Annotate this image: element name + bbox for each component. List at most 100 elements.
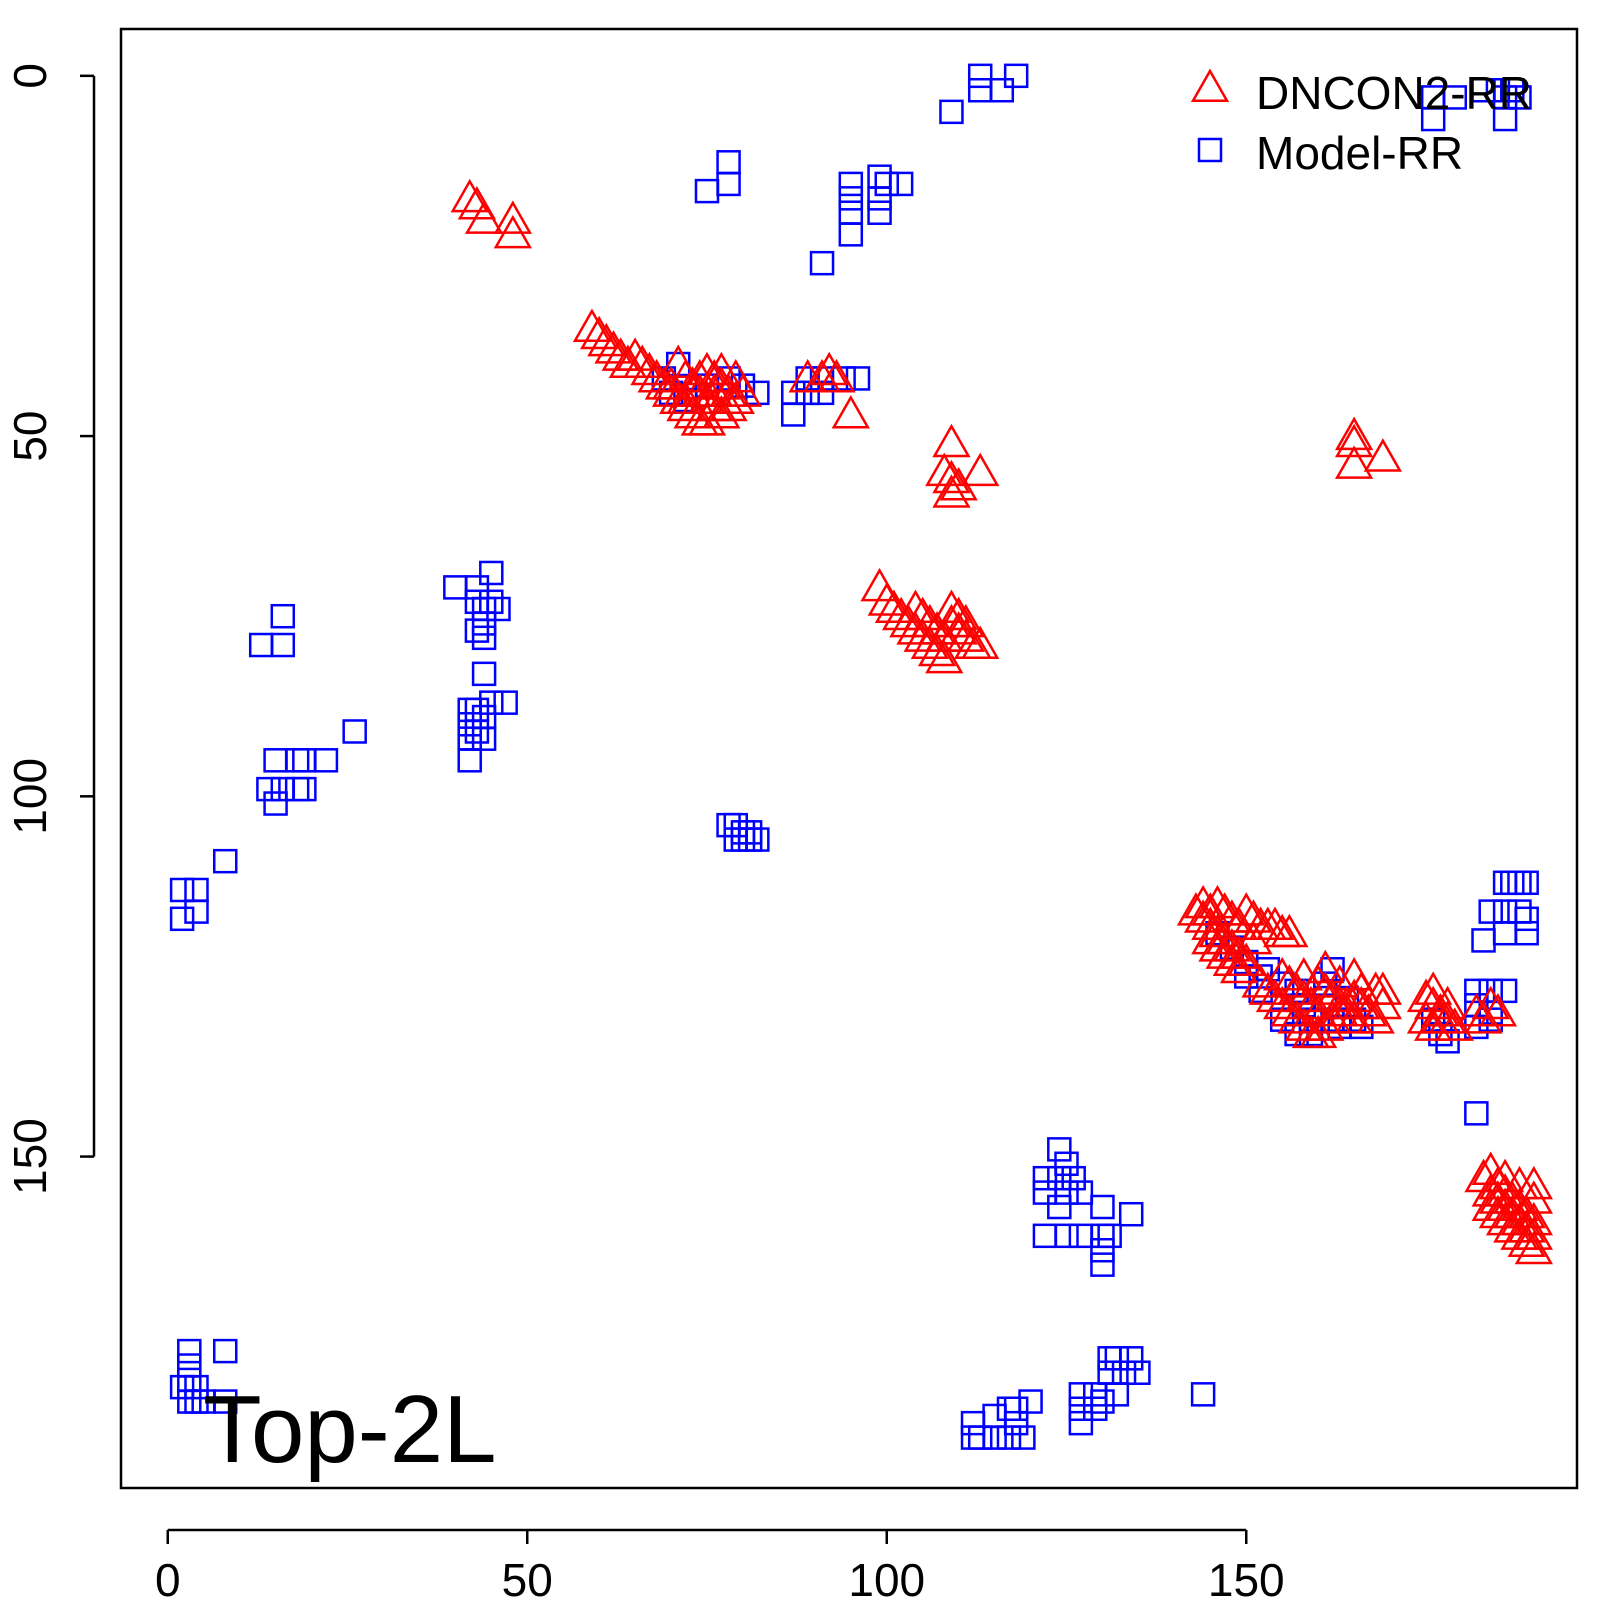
point-dncon2-rr xyxy=(939,596,978,631)
point-dncon2-rr xyxy=(1514,1165,1554,1200)
point-dncon2-rr xyxy=(810,351,849,386)
point-model-rr xyxy=(982,1403,1007,1429)
point-dncon2-rr xyxy=(1478,992,1518,1027)
point-model-rr xyxy=(1047,1194,1072,1220)
point-model-rr xyxy=(1248,978,1273,1004)
x-tick-label: 100 xyxy=(848,1554,925,1600)
y-tick-label: 150 xyxy=(4,1118,56,1195)
point-model-rr xyxy=(723,812,749,838)
point-dncon2-rr xyxy=(903,596,942,631)
point-dncon2-rr xyxy=(1406,978,1446,1013)
point-model-rr xyxy=(1061,1165,1086,1191)
point-model-rr xyxy=(1118,1201,1144,1227)
point-model-rr xyxy=(471,596,497,622)
point-dncon2-rr xyxy=(881,596,921,631)
point-model-rr xyxy=(730,820,756,845)
point-model-rr xyxy=(694,178,720,204)
point-model-rr xyxy=(177,1367,202,1393)
point-dncon2-rr xyxy=(874,589,914,623)
point-dncon2-rr xyxy=(1514,1201,1554,1236)
point-model-rr xyxy=(1435,1029,1460,1054)
point-model-rr xyxy=(737,827,763,852)
point-model-rr xyxy=(1068,1410,1094,1436)
point-dncon2-rr xyxy=(464,200,504,234)
point-dncon2-rr xyxy=(1191,920,1230,955)
point-dncon2-rr xyxy=(1428,985,1467,1020)
point-model-rr xyxy=(723,827,749,852)
point-model-rr xyxy=(1126,1360,1151,1385)
point-model-rr xyxy=(737,820,763,845)
point-dncon2-rr xyxy=(1471,985,1510,1020)
point-dncon2-rr xyxy=(1255,906,1295,941)
x-tick-label: 150 xyxy=(1208,1554,1285,1600)
point-model-rr xyxy=(745,380,770,406)
point-model-rr xyxy=(263,748,288,773)
point-model-rr xyxy=(1118,1346,1144,1371)
point-model-rr xyxy=(1507,899,1532,924)
point-dncon2-rr xyxy=(896,589,935,623)
point-model-rr xyxy=(1190,1382,1216,1407)
point-dncon2-rr xyxy=(946,603,985,638)
point-dncon2-rr xyxy=(1414,971,1453,1005)
point-dncon2-rr xyxy=(1457,992,1496,1027)
x-tick-label: 0 xyxy=(155,1554,181,1600)
point-model-rr xyxy=(177,1338,202,1364)
point-model-rr xyxy=(1514,906,1539,932)
point-model-rr xyxy=(1032,1223,1058,1249)
point-dncon2-rr xyxy=(572,308,612,343)
point-model-rr xyxy=(1018,1389,1043,1414)
point-model-rr xyxy=(939,99,964,125)
point-dncon2-rr xyxy=(925,639,964,674)
point-dncon2-rr xyxy=(1334,445,1374,479)
point-dncon2-rr xyxy=(932,423,971,458)
point-dncon2-rr xyxy=(831,394,870,429)
point-model-rr xyxy=(471,611,497,636)
point-model-rr xyxy=(1003,1396,1029,1421)
point-dncon2-rr xyxy=(1334,1000,1374,1034)
point-model-rr xyxy=(781,402,806,427)
point-model-rr xyxy=(1090,1237,1115,1263)
point-model-rr xyxy=(471,726,497,751)
point-model-rr xyxy=(1111,1360,1137,1385)
point-model-rr xyxy=(213,848,238,874)
point-dncon2-rr xyxy=(1363,438,1403,472)
point-model-rr xyxy=(1090,1389,1115,1414)
point-dncon2-rr xyxy=(493,214,533,249)
point-model-rr xyxy=(457,712,482,737)
point-model-rr xyxy=(1032,1180,1058,1205)
y-tick-label: 100 xyxy=(4,758,56,835)
point-model-rr xyxy=(270,776,296,802)
point-model-rr xyxy=(967,1425,993,1450)
point-dncon2-rr xyxy=(1219,949,1259,984)
point-model-rr xyxy=(838,186,864,211)
point-model-rr xyxy=(464,575,490,600)
point-dncon2-rr xyxy=(1349,992,1388,1027)
point-model-rr xyxy=(479,560,504,586)
point-model-rr xyxy=(1514,870,1539,896)
point-model-rr xyxy=(730,827,756,852)
point-dncon2-rr xyxy=(594,330,633,364)
point-model-rr xyxy=(169,877,195,903)
point-dncon2-rr xyxy=(1198,884,1237,919)
chart-annotation-top-2l: Top-2L xyxy=(203,1376,497,1483)
point-dncon2-rr xyxy=(932,459,971,494)
point-dncon2-rr xyxy=(867,582,906,616)
point-model-rr xyxy=(1492,899,1518,924)
point-dncon2-rr xyxy=(493,200,533,234)
point-model-rr xyxy=(1097,1223,1122,1249)
point-model-rr xyxy=(1054,1223,1079,1249)
point-model-rr xyxy=(184,877,209,903)
point-dncon2-rr xyxy=(1227,892,1266,926)
point-model-rr xyxy=(1507,85,1532,110)
point-model-rr xyxy=(1090,1194,1115,1220)
point-model-rr xyxy=(256,776,281,802)
point-dncon2-rr xyxy=(1363,971,1403,1005)
point-dncon2-rr xyxy=(1471,1151,1510,1185)
point-dncon2-rr xyxy=(1485,1158,1525,1193)
point-dncon2-rr xyxy=(1198,928,1237,962)
point-dncon2-rr xyxy=(932,474,971,508)
point-model-rr xyxy=(263,791,288,816)
point-model-rr xyxy=(471,661,497,687)
x-tick-label: 50 xyxy=(502,1554,553,1600)
point-model-rr xyxy=(838,171,864,197)
